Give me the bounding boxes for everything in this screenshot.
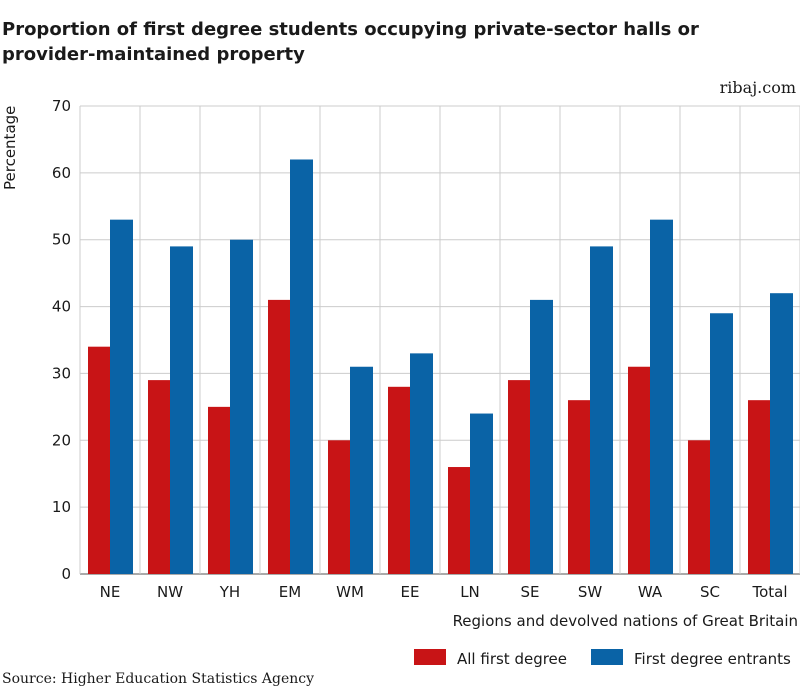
bar-first-degree-entrants-wa — [650, 219, 673, 574]
x-tick-label-wa: WA — [638, 583, 663, 601]
bar-all-first-degree-sw — [568, 400, 591, 574]
chart-title-line-2: provider-maintained property — [2, 44, 305, 65]
bar-all-first-degree-ln — [448, 467, 471, 574]
x-tick-label-wm: WM — [336, 583, 364, 601]
y-tick-label-60: 60 — [52, 164, 71, 182]
credit-text: ribaj.com — [720, 78, 796, 97]
y-tick-label-50: 50 — [52, 231, 71, 249]
bar-all-first-degree-wa — [628, 366, 651, 574]
bar-all-first-degree-ne — [88, 346, 111, 574]
bar-all-first-degree-total — [748, 400, 771, 574]
bar-first-degree-entrants-em — [290, 159, 313, 574]
bar-first-degree-entrants-total — [770, 293, 793, 574]
x-tick-label-ee: EE — [401, 583, 420, 601]
x-tick-label-sw: SW — [578, 583, 603, 601]
bar-first-degree-entrants-sc — [710, 313, 733, 574]
x-tick-label-nw: NW — [157, 583, 183, 601]
bar-all-first-degree-sc — [688, 440, 711, 574]
bar-all-first-degree-ee — [388, 386, 411, 574]
bar-all-first-degree-wm — [328, 440, 351, 574]
y-tick-label-10: 10 — [52, 498, 71, 516]
y-axis-label: Percentage — [1, 106, 19, 190]
x-tick-label-em: EM — [279, 583, 301, 601]
legend: All first degree First degree entrants — [414, 649, 791, 668]
bar-first-degree-entrants-nw — [170, 246, 193, 574]
legend-label-first-degree-entrants: First degree entrants — [634, 650, 791, 668]
bar-first-degree-entrants-wm — [350, 366, 373, 574]
x-tick-label-ln: LN — [460, 583, 480, 601]
bar-first-degree-entrants-ln — [470, 413, 493, 574]
bar-all-first-degree-yh — [208, 406, 231, 574]
x-tick-label-sc: SC — [700, 583, 720, 601]
y-tick-label-0: 0 — [61, 565, 71, 583]
x-axis-label: Regions and devolved nations of Great Br… — [453, 612, 798, 630]
bar-first-degree-entrants-sw — [590, 246, 613, 574]
bars-layer — [88, 159, 793, 574]
bar-all-first-degree-nw — [148, 380, 171, 574]
bar-first-degree-entrants-se — [530, 299, 553, 574]
legend-swatch-all-first-degree — [414, 649, 446, 665]
y-tick-label-70: 70 — [52, 97, 71, 115]
chart-title-line-1: Proportion of first degree students occu… — [2, 19, 699, 40]
x-tick-label-ne: NE — [100, 583, 121, 601]
bar-first-degree-entrants-yh — [230, 239, 253, 574]
x-tick-label-total: Total — [751, 583, 787, 601]
grid-lines — [79, 105, 800, 575]
bar-first-degree-entrants-ee — [410, 353, 433, 574]
y-tick-label-40: 40 — [52, 298, 71, 316]
bar-all-first-degree-se — [508, 380, 531, 574]
legend-swatch-first-degree-entrants — [591, 649, 623, 665]
source-text: Source: Higher Education Statistics Agen… — [2, 671, 314, 687]
tick-labels: 0 10 20 30 40 50 60 70 NE NW YH EM WM EE LN SE SW WA SC Tot… — [52, 97, 788, 601]
y-tick-label-30: 30 — [52, 364, 71, 382]
bar-all-first-degree-em — [268, 299, 291, 574]
legend-label-all-first-degree: All first degree — [457, 650, 567, 668]
bar-first-degree-entrants-ne — [110, 219, 133, 574]
x-tick-label-yh: YH — [219, 583, 240, 601]
x-tick-label-se: SE — [521, 583, 540, 601]
y-tick-label-20: 20 — [52, 431, 71, 449]
